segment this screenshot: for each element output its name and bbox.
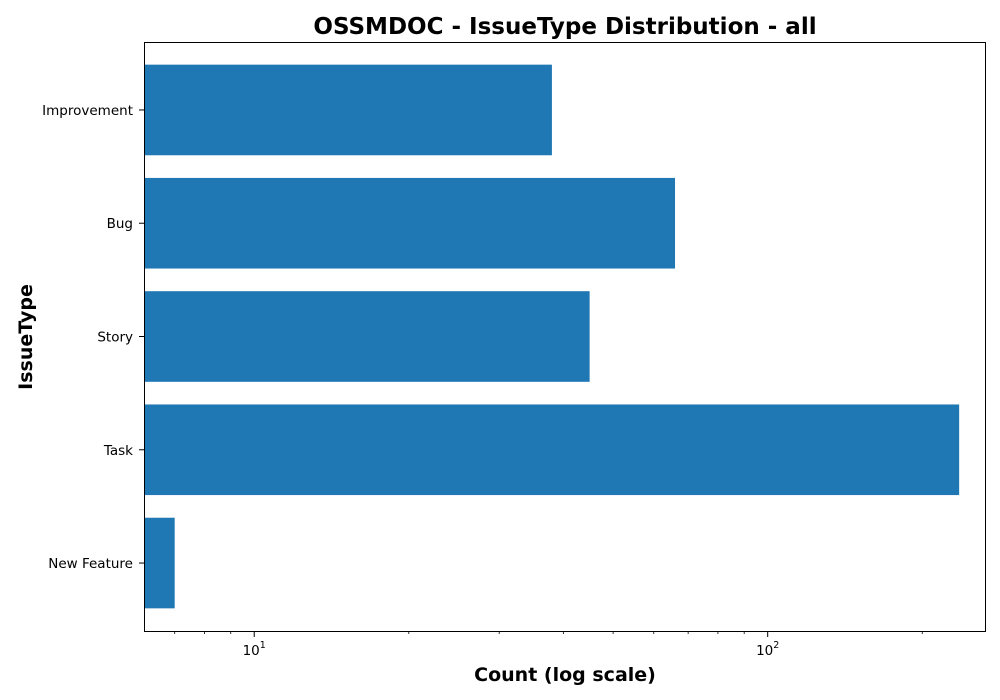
y-axis: Improvement Bug Story Task New Feature bbox=[42, 103, 144, 572]
bar-bug bbox=[144, 177, 676, 269]
x-axis: 101 102 bbox=[174, 631, 923, 659]
chart-title: OSSMDOC - IssueType Distribution - all bbox=[313, 14, 816, 40]
plot-frame bbox=[144, 42, 986, 632]
y-tick-label: Story bbox=[97, 330, 133, 346]
x-tick-label: 102 bbox=[756, 640, 779, 659]
x-axis-label: Count (log scale) bbox=[474, 664, 656, 686]
bar-story bbox=[144, 291, 590, 382]
bar-new-feature bbox=[144, 517, 175, 609]
y-tick-label: Improvement bbox=[42, 103, 133, 119]
x-tick-label: 101 bbox=[243, 640, 266, 659]
bar-improvement bbox=[144, 64, 552, 156]
y-axis-label: IssueType bbox=[15, 284, 37, 390]
bar-task bbox=[144, 404, 960, 496]
y-tick-label: Task bbox=[103, 443, 133, 459]
bars-group bbox=[144, 64, 960, 609]
y-tick-label: Bug bbox=[107, 216, 133, 232]
y-tick-label: New Feature bbox=[48, 556, 133, 572]
